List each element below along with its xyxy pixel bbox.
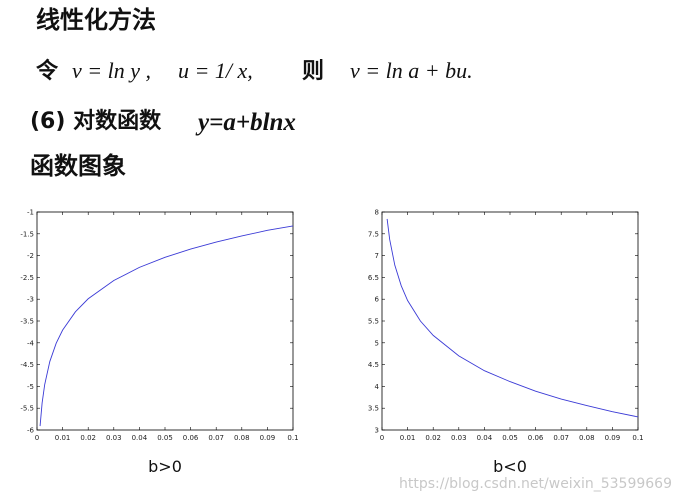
x-tick-label: 0.1 [287,434,298,442]
x-tick-label: 0 [35,434,39,442]
x-tick-label: 0.06 [183,434,199,442]
x-tick-label: 0.02 [80,434,96,442]
x-tick-label: 0.09 [260,434,276,442]
formula-part: v = ln a + bu. [350,58,473,83]
y-tick-label: -4.5 [20,361,34,369]
y-tick-label: -6 [27,427,35,435]
x-tick-label: 0 [380,434,384,442]
x-tick-label: 0.07 [208,434,224,442]
y-tick-label: -1 [27,209,34,217]
y-tick-label: -1.5 [20,230,34,238]
x-tick-label: 0.09 [605,434,621,442]
x-tick-label: 0.01 [400,434,416,442]
curve [386,218,639,418]
subheading: 函数图象 [30,152,126,180]
x-tick-label: 0.05 [157,434,173,442]
y-tick-label: 3 [375,427,379,435]
watermark: https://blog.csdn.net/weixin_53599669 [399,476,672,492]
y-tick-label: -3.5 [20,318,34,326]
formula-let: 令 [36,58,59,84]
x-tick-label: 0.04 [477,434,493,442]
y-tick-label: 6 [375,296,380,304]
y-tick-label: 7 [375,252,379,260]
x-tick-label: 0.06 [528,434,544,442]
y-tick-label: 7.5 [368,230,379,238]
x-tick-label: 0.08 [234,434,250,442]
x-tick-label: 0.08 [579,434,595,442]
y-tick-label: -2.5 [20,274,34,282]
formula-part: v = ln y , [72,58,151,83]
y-tick-label: 6.5 [368,274,379,282]
x-axis-label: b<0 [493,457,527,476]
curve [39,225,294,427]
section-equation: y=a+blnx [195,109,296,136]
y-tick-label: -3 [27,296,34,304]
x-tick-label: 0.03 [106,434,122,442]
x-tick-label: 0.04 [132,434,148,442]
y-tick-label: -5 [27,383,34,391]
x-tick-label: 0.07 [553,434,569,442]
x-tick-label: 0.05 [502,434,518,442]
formula-part: u = 1/ x, [178,58,253,83]
x-tick-label: 0.03 [451,434,467,442]
y-tick-label: -4 [27,339,35,347]
x-tick-label: 0.02 [425,434,441,442]
y-tick-label: -5.5 [20,405,34,413]
y-tick-label: 8 [375,209,379,217]
y-tick-label: 4 [375,383,380,391]
x-tick-label: 0.01 [55,434,71,442]
y-tick-label: -2 [27,252,34,260]
x-axis-label: b>0 [148,457,182,476]
x-tick-label: 0.1 [632,434,643,442]
heading: 线性化方法 [36,6,156,34]
y-tick-label: 5.5 [368,318,379,326]
y-tick-label: 4.5 [368,361,379,369]
formula-then: 则 [302,59,324,84]
y-tick-label: 5 [375,339,379,347]
section-number: (6) 对数函数 [30,108,162,134]
y-tick-label: 3.5 [368,405,379,413]
